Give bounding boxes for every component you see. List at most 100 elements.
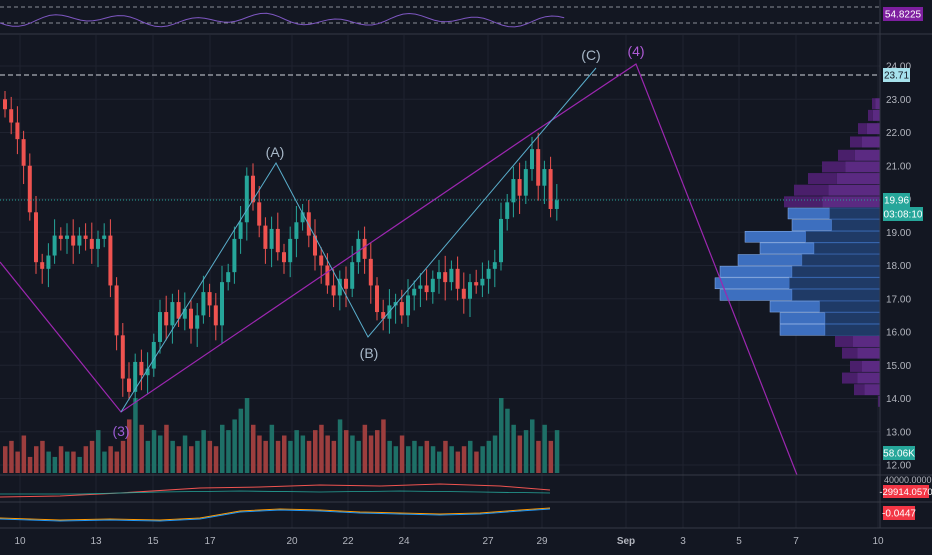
candle-body[interactable] xyxy=(238,222,243,239)
candle-body[interactable] xyxy=(133,361,138,392)
candle-body[interactable] xyxy=(443,272,448,283)
candle-body[interactable] xyxy=(120,335,125,379)
candle-body[interactable] xyxy=(189,308,193,329)
candle-body[interactable] xyxy=(517,179,522,196)
candle-body[interactable] xyxy=(251,175,255,203)
candle-body[interactable] xyxy=(27,165,32,213)
date-tick-label: 13 xyxy=(90,536,102,547)
candle-body[interactable] xyxy=(139,361,144,376)
candle-body[interactable] xyxy=(331,285,336,296)
candle-body[interactable] xyxy=(226,272,231,283)
candle-body[interactable] xyxy=(65,235,69,239)
candle-body[interactable] xyxy=(337,278,342,296)
candle-body[interactable] xyxy=(530,149,534,170)
candle-body[interactable] xyxy=(461,288,466,299)
candle-body[interactable] xyxy=(195,315,200,329)
candle-body[interactable] xyxy=(344,278,348,289)
candle-body[interactable] xyxy=(375,285,379,313)
candle-body[interactable] xyxy=(182,308,187,319)
candle-body[interactable] xyxy=(474,282,479,286)
candle-body[interactable] xyxy=(21,139,26,166)
candle-body[interactable] xyxy=(15,122,20,140)
candle-body[interactable] xyxy=(40,262,45,269)
candle-body[interactable] xyxy=(313,235,317,256)
candle-body[interactable] xyxy=(176,302,181,319)
candle-body[interactable] xyxy=(282,252,286,263)
candle-body[interactable] xyxy=(127,378,131,392)
candle-body[interactable] xyxy=(83,235,88,239)
candle-body[interactable] xyxy=(288,238,293,263)
candle-body[interactable] xyxy=(170,302,175,326)
candle-body[interactable] xyxy=(220,282,224,326)
candle-body[interactable] xyxy=(368,258,373,286)
candle-body[interactable] xyxy=(406,295,410,316)
candle-body[interactable] xyxy=(89,238,94,249)
price-tick-label: 16.00 xyxy=(886,328,911,339)
candle-body[interactable] xyxy=(96,238,100,249)
candle-body[interactable] xyxy=(9,109,14,123)
candle-body[interactable] xyxy=(269,228,274,249)
candle-body[interactable] xyxy=(412,288,417,296)
candle-body[interactable] xyxy=(213,305,218,326)
candle-body[interactable] xyxy=(158,312,162,342)
candle-body[interactable] xyxy=(207,292,212,306)
candle-body[interactable] xyxy=(511,179,516,203)
candle-body[interactable] xyxy=(257,202,262,226)
candle-body[interactable] xyxy=(480,278,485,286)
candle-body[interactable] xyxy=(554,200,559,209)
elliott-wave-lines[interactable] xyxy=(0,63,798,476)
candle-body[interactable] xyxy=(34,212,38,263)
candle-body[interactable] xyxy=(46,255,51,269)
candle-body[interactable] xyxy=(437,272,441,279)
candle-body[interactable] xyxy=(52,235,57,256)
rsi-pane[interactable] xyxy=(0,6,932,35)
candle-body[interactable] xyxy=(505,202,510,219)
candle-body[interactable] xyxy=(499,218,503,263)
candle-body[interactable] xyxy=(399,302,404,316)
candle-body[interactable] xyxy=(536,149,541,186)
candle-body[interactable] xyxy=(492,262,497,269)
candles[interactable] xyxy=(3,90,559,404)
candle-body[interactable] xyxy=(71,235,76,246)
candle-body[interactable] xyxy=(244,175,249,223)
wave-abc-line[interactable] xyxy=(120,67,597,413)
wave-impulse-line[interactable] xyxy=(0,63,798,476)
volume-bar xyxy=(536,440,541,473)
profile-row-up xyxy=(744,230,806,243)
candle-body[interactable] xyxy=(232,238,237,273)
candle-body[interactable] xyxy=(362,238,367,259)
candle-body[interactable] xyxy=(263,225,268,249)
candle-body[interactable] xyxy=(108,235,113,286)
candle-body[interactable] xyxy=(306,212,311,236)
candle-body[interactable] xyxy=(114,285,119,336)
candle-body[interactable] xyxy=(319,255,324,266)
candle-body[interactable] xyxy=(3,99,7,110)
candle-body[interactable] xyxy=(523,169,528,196)
candle-body[interactable] xyxy=(449,268,454,283)
candle-body[interactable] xyxy=(486,268,491,279)
candle-body[interactable] xyxy=(58,235,63,239)
candle-body[interactable] xyxy=(455,268,460,289)
candle-body[interactable] xyxy=(468,282,472,299)
candle-body[interactable] xyxy=(164,312,169,326)
candle-body[interactable] xyxy=(145,368,150,376)
candle-body[interactable] xyxy=(424,285,429,293)
candle-body[interactable] xyxy=(77,235,82,246)
candle-body[interactable] xyxy=(418,285,423,289)
candle-body[interactable] xyxy=(381,312,386,319)
candle-body[interactable] xyxy=(350,262,355,289)
candle-body[interactable] xyxy=(294,222,299,239)
candle-body[interactable] xyxy=(102,235,107,239)
candle-body[interactable] xyxy=(548,169,553,209)
indicator-panes[interactable] xyxy=(0,474,932,529)
candle-body[interactable] xyxy=(542,169,547,186)
date-axis[interactable]: 10 13 15 17 20 22 24 27 29 Sep 3 5 7 10 xyxy=(14,536,884,547)
candle-body[interactable] xyxy=(300,212,305,223)
candle-body[interactable] xyxy=(151,341,156,369)
candle-body[interactable] xyxy=(201,292,206,316)
candle-body[interactable] xyxy=(325,265,330,286)
candle-body[interactable] xyxy=(275,228,280,253)
candle-body[interactable] xyxy=(430,278,435,293)
